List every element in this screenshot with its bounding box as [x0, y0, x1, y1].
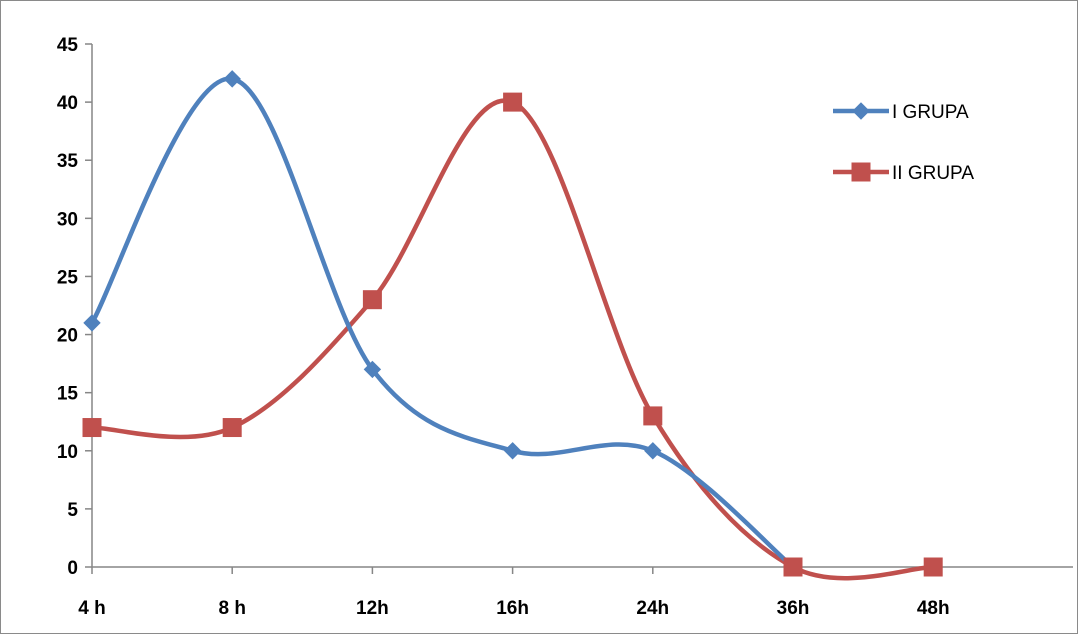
y-tick-label: 35	[57, 151, 79, 172]
legend: I GRUPA II GRUPA	[833, 102, 974, 184]
series-i-grupa-point	[83, 314, 101, 332]
x-tick-label: 16h	[496, 598, 529, 619]
y-tick-label: 40	[57, 93, 78, 114]
y-tick-label: 0	[67, 558, 78, 579]
x-tick-label: 12h	[356, 598, 389, 619]
series-ii-grupa-line	[89, 98, 936, 581]
series-i-grupa-point	[363, 360, 382, 379]
axes: 0 5 10 15 20 25 30 35 40 45 4 h 8 h 12h 16h 24h 36h 48h	[57, 35, 1073, 619]
series-markers	[82, 70, 943, 577]
x-tick-label: 48h	[917, 598, 950, 619]
y-tick-label: 25	[57, 267, 79, 288]
x-tick-label: 8 h	[218, 598, 245, 619]
series-ii-grupa-point	[82, 418, 102, 438]
series-ii-grupa-point	[222, 418, 242, 438]
y-tick-label: 5	[67, 500, 78, 521]
legend-item: II GRUPA	[833, 162, 974, 184]
legend-label: I GRUPA	[892, 102, 969, 123]
series-i-grupa-point	[644, 442, 662, 460]
x-tick-label: 36h	[777, 598, 810, 619]
legend-item: I GRUPA	[833, 102, 969, 123]
legend-marker	[851, 162, 871, 182]
y-tick-label: 10	[57, 442, 78, 463]
series-ii-grupa-point	[783, 557, 803, 577]
series-ii-grupa-point	[923, 557, 943, 577]
y-tick-label: 15	[57, 384, 79, 405]
series-ii-grupa-point	[503, 92, 523, 112]
y-tick-label: 30	[57, 209, 78, 230]
y-tick-label: 45	[57, 35, 79, 56]
series-i-grupa-line	[89, 76, 796, 570]
series-i-grupa-point	[223, 70, 241, 88]
legend-label: II GRUPA	[892, 163, 974, 184]
y-tick-label: 20	[57, 326, 78, 347]
series-i-grupa-point	[503, 442, 522, 460]
series-ii-grupa-point	[362, 290, 382, 310]
series-ii-grupa-point	[643, 406, 663, 426]
x-tick-label: 4 h	[78, 598, 105, 619]
series-lines	[89, 76, 936, 581]
x-tick-label: 24h	[636, 598, 669, 619]
legend-marker	[852, 102, 870, 120]
